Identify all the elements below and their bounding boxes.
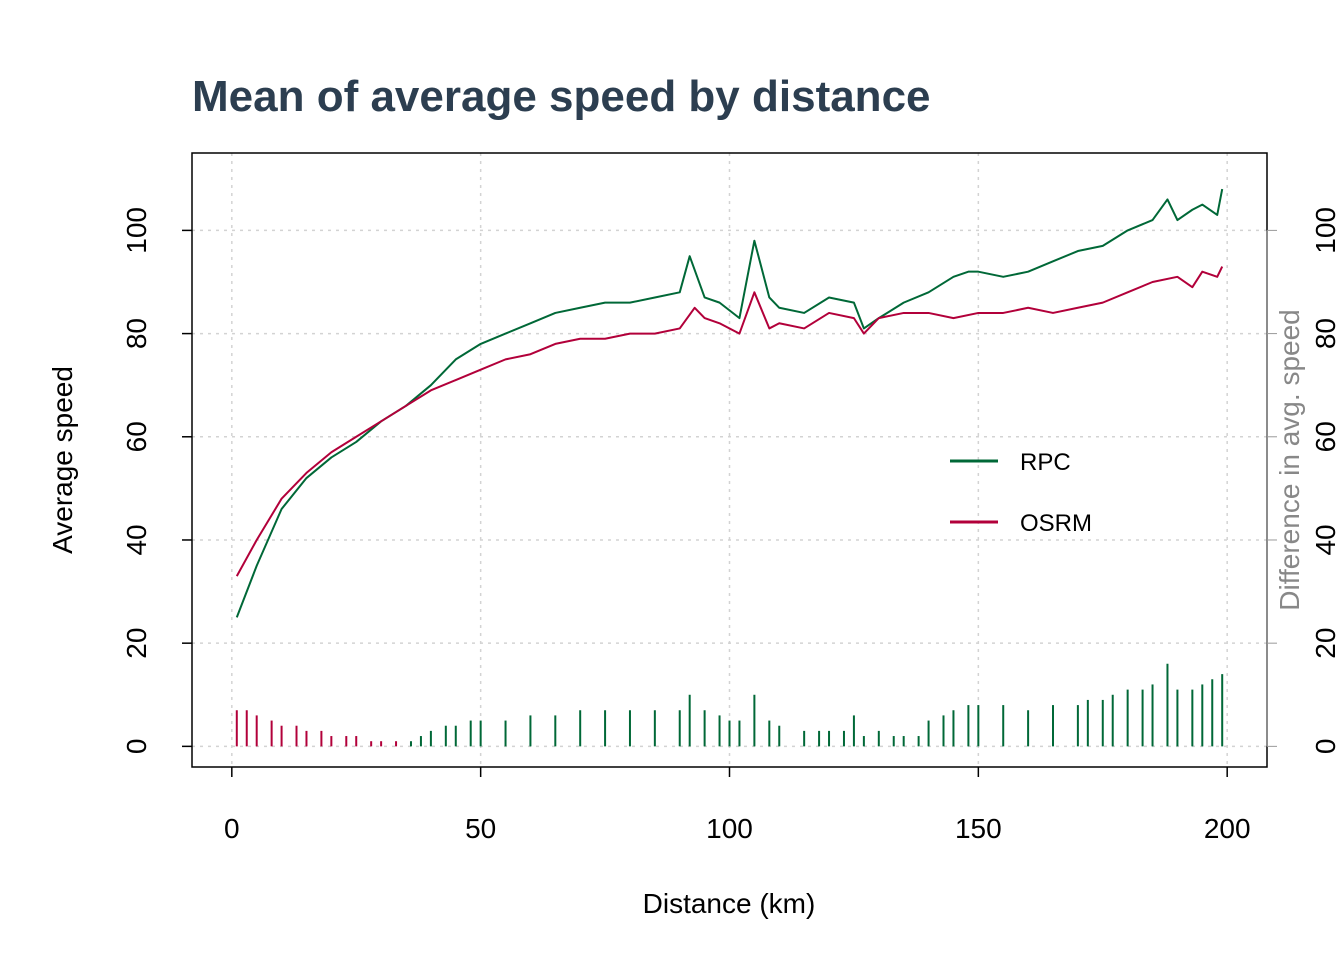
- x-tick-label: 100: [706, 813, 753, 844]
- legend: RPC OSRM: [950, 449, 1092, 537]
- secondary-y-tick-label: 20: [1310, 628, 1341, 659]
- y-tick-label: 60: [121, 421, 152, 452]
- secondary-y-tick-label: 0: [1310, 739, 1341, 755]
- x-tick-label: 50: [465, 813, 496, 844]
- x-tick-label: 200: [1204, 813, 1251, 844]
- series-lines: [235, 188, 1224, 618]
- secondary-y-tick-label: 40: [1310, 524, 1341, 555]
- y-axis-label: Average speed: [47, 366, 78, 554]
- y-axis: 0 20 40 60 80 100: [121, 207, 192, 754]
- x-axis: 0 50 100 150 200: [224, 767, 1251, 844]
- chart-title: Mean of average speed by distance: [192, 72, 931, 121]
- x-axis-label: Distance (km): [643, 888, 816, 919]
- y-tick-label: 0: [121, 739, 152, 755]
- x-tick-label: 150: [955, 813, 1002, 844]
- secondary-y-tick-label: 80: [1310, 318, 1341, 349]
- y-tick-label: 100: [121, 207, 152, 254]
- y-tick-label: 40: [121, 524, 152, 555]
- secondary-y-tick-label: 60: [1310, 421, 1341, 452]
- secondary-y-tick-label: 100: [1310, 207, 1341, 254]
- x-tick-label: 0: [224, 813, 240, 844]
- secondary-y-axis: 0 20 40 60 80 100: [1266, 207, 1341, 755]
- series-line-osrm: [235, 266, 1224, 577]
- series-line-rpc: [235, 188, 1224, 618]
- legend-label-osrm: OSRM: [1020, 510, 1092, 537]
- y-tick-label: 20: [121, 628, 152, 659]
- secondary-y-axis-label: Difference in avg. speed: [1274, 309, 1305, 610]
- legend-label-rpc: RPC: [1020, 449, 1071, 476]
- difference-bars: [235, 663, 1224, 747]
- y-tick-label: 80: [121, 318, 152, 349]
